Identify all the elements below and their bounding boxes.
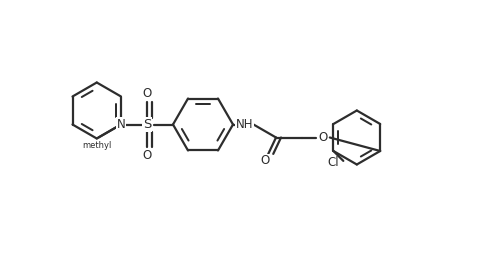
Text: O: O	[142, 149, 152, 162]
Text: O: O	[318, 131, 327, 144]
Text: methyl: methyl	[82, 140, 112, 150]
Text: Cl: Cl	[327, 156, 339, 168]
Text: O: O	[260, 154, 270, 167]
Text: S: S	[143, 118, 151, 131]
Text: O: O	[142, 87, 152, 100]
Text: N: N	[116, 118, 126, 131]
Text: NH: NH	[236, 118, 253, 131]
